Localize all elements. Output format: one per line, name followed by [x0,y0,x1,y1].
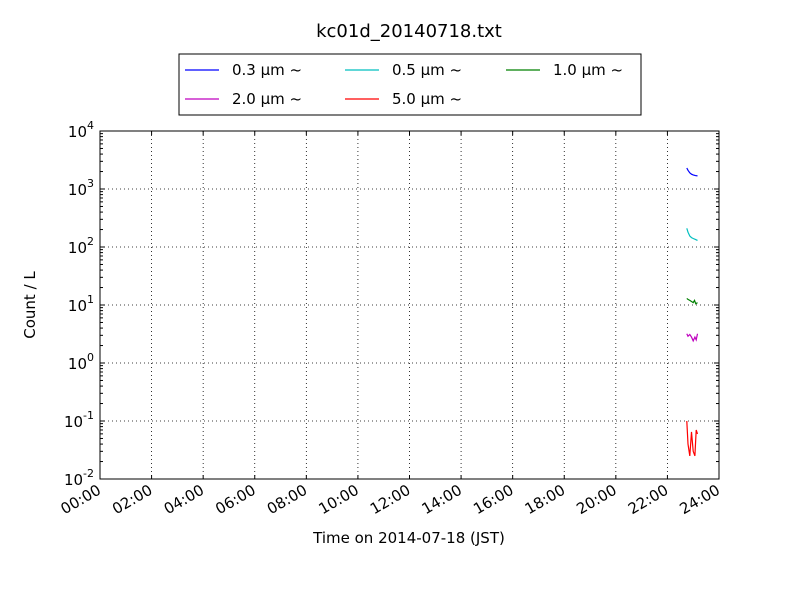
y-tick-exponent: 0 [87,351,94,364]
y-tick-base: 10 [64,471,83,489]
y-tick-base: 10 [68,239,87,257]
x-tick-label: 06:00 [212,481,258,518]
x-tick-label: 12:00 [367,481,413,518]
y-tick-base: 10 [68,355,87,373]
y-tick-base: 10 [68,181,87,199]
y-tick-label: 104 [68,119,94,141]
x-tick-label: 16:00 [470,481,516,518]
y-tick-label: 10-1 [64,409,94,431]
series-line-4 [686,420,699,457]
y-tick-exponent: 4 [87,119,94,132]
legend-label-3: 2.0 μm ~ [232,90,302,108]
series-line-3 [686,333,699,343]
y-tick-exponent: -1 [83,409,94,422]
x-tick-label: 24:00 [677,481,723,518]
y-tick-label: 102 [68,235,94,257]
y-tick-base: 10 [68,297,87,315]
y-tick-exponent: 1 [87,293,94,306]
y-tick-label: 101 [68,293,94,315]
x-tick-label: 22:00 [625,481,671,518]
legend-label-1: 0.5 μm ~ [392,61,462,79]
x-tick-label: 08:00 [264,481,310,518]
x-tick-label: 10:00 [315,481,361,518]
legend-box [178,53,642,116]
x-tick-labels: 00:00 02:00 04:00 06:00 08:00 10:00 12:00 14:00… [58,481,723,518]
ticks [99,130,720,480]
x-tick-label: 04:00 [161,481,207,518]
grid [100,131,719,479]
series-lines [686,167,699,457]
series-line-2 [686,297,698,305]
x-tick-label: 20:00 [573,481,619,518]
y-axis-label: Count / L [21,271,39,339]
legend: 0.3 μm ~ 0.5 μm ~ 1.0 μm ~ 2.0 μm ~ 5.0 μm ~ [178,53,642,116]
series-line-1 [686,228,698,241]
series-line-0 [686,167,698,177]
x-tick-label: 02:00 [109,481,155,518]
y-tick-exponent: 3 [87,177,94,190]
legend-label-4: 5.0 μm ~ [392,90,462,108]
legend-label-2: 1.0 μm ~ [553,61,623,79]
y-tick-label: 103 [68,177,94,199]
y-tick-label: 100 [68,351,94,373]
y-tick-exponent: -2 [83,467,94,480]
y-tick-base: 10 [68,123,87,141]
legend-label-0: 0.3 μm ~ [232,61,302,79]
x-tick-label: 14:00 [419,481,465,518]
x-tick-label: 18:00 [522,481,568,518]
y-tick-exponent: 2 [87,235,94,248]
chart-title: kc01d_20140718.txt [316,21,502,42]
x-axis-label: Time on 2014-07-18 (JST) [312,529,505,547]
y-tick-base: 10 [64,413,83,431]
y-tick-label: 10-2 [64,467,94,489]
